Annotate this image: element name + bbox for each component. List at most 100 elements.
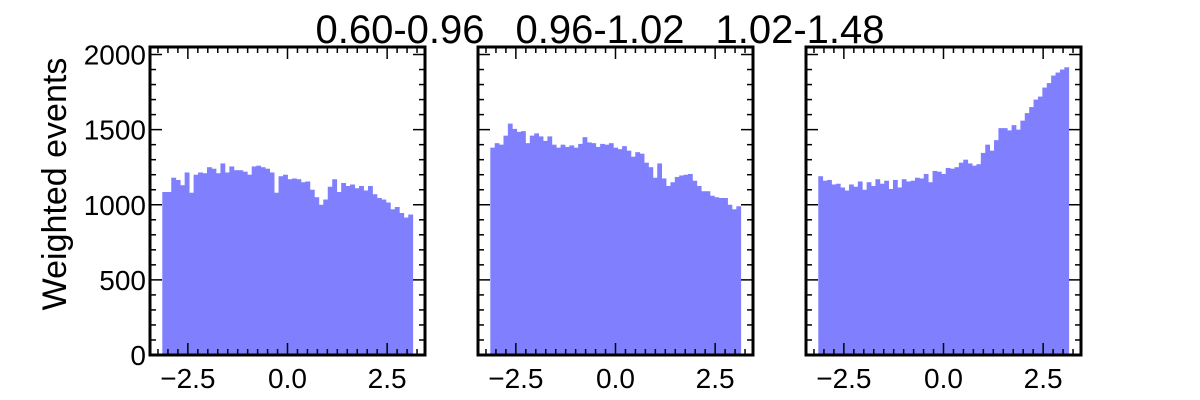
histogram-bar — [709, 195, 715, 355]
histogram-bar — [586, 142, 592, 355]
subplot-2: −2.5 0.0 2.5 — [476, 45, 755, 394]
histogram-bar — [989, 150, 995, 355]
histogram-bar — [591, 143, 597, 355]
histogram-bar — [897, 187, 903, 355]
histogram-bar — [269, 172, 275, 355]
histogram-bar — [556, 147, 561, 355]
histogram-bar — [296, 179, 302, 355]
histogram-bar — [648, 167, 654, 355]
histogram-bar — [674, 176, 680, 355]
histogram-bar — [529, 135, 535, 355]
histogram-bar — [639, 153, 645, 355]
histogram-bar — [831, 184, 837, 355]
histogram-bar — [521, 131, 526, 355]
histogram-bar — [827, 179, 832, 355]
histogram-bar — [622, 146, 627, 355]
histogram-bar — [166, 191, 172, 355]
histogram-bar — [1033, 99, 1039, 356]
histogram-bar — [350, 184, 355, 355]
x-tick-label: −2.5 — [816, 363, 871, 394]
histogram-bar — [323, 199, 329, 355]
histogram-bar — [923, 173, 929, 355]
histogram-bar — [372, 194, 378, 355]
histogram-bar — [687, 173, 693, 355]
histogram-bar — [314, 197, 320, 355]
histogram-bar — [862, 189, 868, 355]
histogram-bar — [661, 178, 667, 355]
histogram-bar — [626, 150, 632, 355]
histogram-bar — [936, 171, 942, 355]
histogram-bar — [731, 209, 737, 355]
histogram-bar — [516, 131, 522, 355]
subplot-title-3: 1.02-1.48 — [715, 8, 884, 52]
histogram-bar — [242, 171, 248, 355]
histogram-bar — [1011, 125, 1017, 355]
histogram-bar — [564, 146, 570, 355]
histogram-bar — [1055, 72, 1061, 355]
histogram-bar — [844, 190, 850, 355]
histogram-bar — [336, 191, 342, 355]
y-tick-label: 500 — [99, 265, 146, 296]
histogram-bar — [211, 168, 217, 355]
histogram-bar — [220, 163, 226, 355]
x-tick-label: −2.5 — [488, 363, 543, 394]
histogram-bar — [305, 181, 311, 355]
histogram-bar — [875, 179, 881, 355]
histogram-bar — [1064, 67, 1070, 355]
histogram-bar — [835, 183, 841, 355]
histogram-bar — [849, 184, 854, 355]
histogram-bar — [499, 144, 504, 355]
y-tick-label: 1500 — [84, 115, 146, 146]
histogram-bar — [327, 186, 333, 355]
x-tick-label: 0.0 — [596, 363, 635, 394]
histogram-bar — [906, 181, 911, 355]
histogram-bar — [696, 185, 702, 355]
histogram-bar — [215, 173, 221, 355]
histogram-bar — [901, 179, 907, 355]
histogram-bar — [1002, 128, 1008, 355]
histogram-bar — [945, 167, 951, 355]
histogram-bar — [399, 213, 405, 355]
histogram-bar — [723, 197, 728, 355]
histogram-bar — [666, 185, 671, 355]
histogram-bar — [503, 135, 509, 355]
histogram-bar — [490, 147, 496, 355]
histogram-bar — [871, 185, 876, 355]
subplot-2-tick-labels: −2.5 0.0 2.5 — [488, 363, 734, 394]
histogram-bar — [595, 146, 601, 355]
histogram-bar — [1042, 87, 1048, 355]
histogram-bar — [919, 178, 925, 355]
histogram-bar — [309, 189, 315, 355]
histogram-bar — [866, 182, 872, 355]
y-axis-label: Weighted events — [36, 58, 74, 311]
subplot-1-bars — [162, 163, 414, 355]
histogram-bar — [283, 174, 288, 355]
histogram-bar — [408, 214, 414, 355]
histogram-bar — [853, 186, 859, 355]
histogram-bar — [701, 191, 706, 355]
histogram-bar — [910, 180, 916, 355]
histogram-bar — [1020, 120, 1026, 356]
histogram-bar — [538, 136, 544, 355]
histogram-bar — [914, 177, 920, 355]
histogram-bar — [547, 136, 553, 355]
histogram-bar — [600, 143, 605, 355]
histogram-bar — [582, 137, 588, 355]
histogram-bar — [1015, 129, 1021, 355]
subplot-3-frame — [804, 45, 1083, 357]
histogram-bar — [162, 191, 168, 355]
histogram-bar — [560, 144, 566, 355]
histogram-bar — [657, 163, 663, 355]
histogram-bar — [233, 170, 239, 355]
histogram-bar — [954, 167, 960, 355]
histogram-bar — [822, 180, 828, 355]
histogram-bar — [857, 181, 863, 355]
histogram-bar — [705, 191, 711, 355]
histogram-bar — [385, 202, 391, 355]
histogram-bar — [202, 173, 208, 355]
histogram-bar — [367, 185, 373, 355]
histogram-bar — [345, 185, 351, 355]
histogram-bar — [512, 128, 518, 355]
subplot-3-bars — [818, 67, 1070, 356]
histogram-bar — [543, 140, 548, 355]
